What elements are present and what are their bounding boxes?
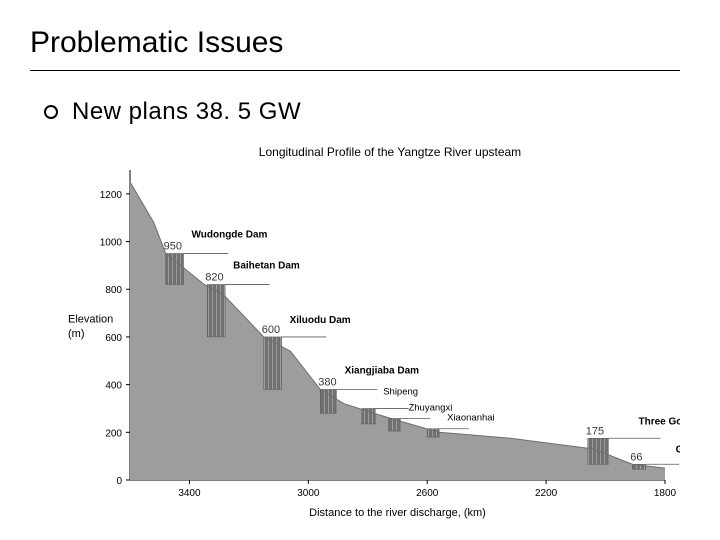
svg-text:Zhuyangxi: Zhuyangxi	[408, 402, 452, 413]
bullet-item: New plans 38. 5 GW	[44, 98, 301, 126]
bullet-marker-icon	[44, 105, 58, 119]
svg-text:175: 175	[586, 425, 604, 437]
svg-text:Three Gorges Dam: Three Gorges Dam	[639, 416, 680, 427]
svg-text:600: 600	[105, 333, 122, 344]
svg-text:1000: 1000	[100, 238, 123, 249]
svg-text:3000: 3000	[297, 488, 320, 499]
svg-text:0: 0	[116, 476, 122, 487]
svg-text:380: 380	[318, 376, 336, 388]
svg-text:950: 950	[164, 240, 182, 252]
svg-text:400: 400	[105, 381, 122, 392]
svg-text:Longitudinal Profile of the Ya: Longitudinal Profile of the Yangtze Rive…	[259, 145, 521, 159]
svg-text:2200: 2200	[535, 488, 558, 499]
title-underline	[30, 70, 680, 71]
page-title: Problematic Issues	[30, 26, 283, 60]
svg-text:Xiangjiaba Dam: Xiangjiaba Dam	[345, 365, 420, 376]
svg-text:600: 600	[262, 324, 280, 336]
svg-text:Xiaonanhai: Xiaonanhai	[447, 413, 495, 424]
svg-text:200: 200	[105, 428, 122, 439]
svg-text:2600: 2600	[416, 488, 439, 499]
chart-svg: Longitudinal Profile of the Yangtze Rive…	[60, 142, 680, 522]
svg-text:66: 66	[630, 451, 642, 463]
bullet-text: New plans 38. 5 GW	[72, 98, 301, 126]
svg-text:800: 800	[105, 285, 122, 296]
svg-text:Xiluodu Dam: Xiluodu Dam	[290, 315, 351, 326]
svg-text:Distance to the river discharg: Distance to the river discharge, (km)	[309, 507, 486, 519]
svg-text:1200: 1200	[100, 190, 123, 201]
svg-text:820: 820	[205, 271, 223, 283]
svg-text:Baihetan Dam: Baihetan Dam	[233, 260, 300, 271]
svg-text:1800: 1800	[654, 488, 677, 499]
svg-text:3400: 3400	[178, 488, 201, 499]
svg-text:Wudongde Dam: Wudongde Dam	[192, 229, 268, 240]
svg-text:(m): (m)	[68, 328, 85, 340]
profile-chart: Longitudinal Profile of the Yangtze Rive…	[60, 142, 680, 522]
svg-text:Shipeng: Shipeng	[383, 386, 418, 397]
svg-text:Gezhouba Dam: Gezhouba Dam	[676, 444, 680, 455]
svg-text:Elevation: Elevation	[68, 314, 113, 326]
